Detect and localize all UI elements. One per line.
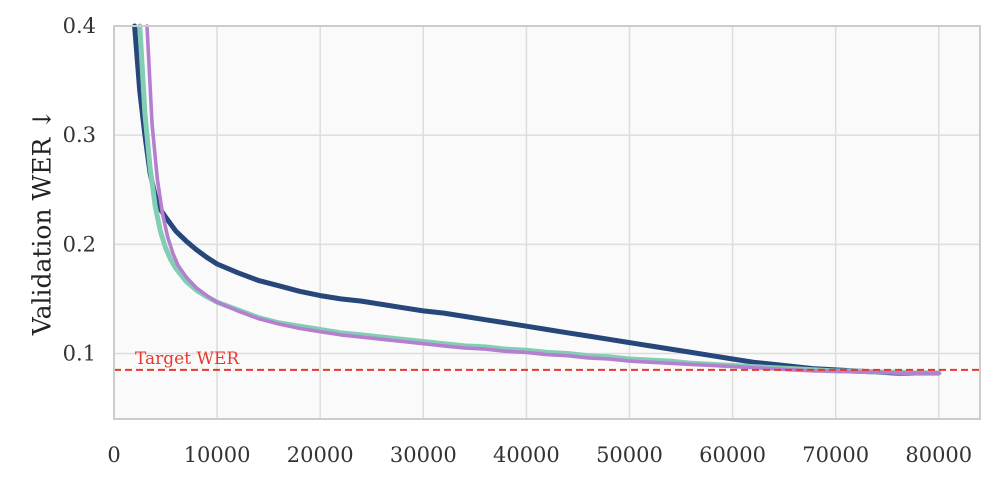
y-tick-label: 0.4	[63, 14, 96, 38]
x-tick-label: 30000	[390, 443, 457, 467]
y-tick-label: 0.3	[63, 123, 96, 147]
y-tick-label: 0.1	[63, 342, 96, 366]
x-tick-label: 80000	[905, 443, 972, 467]
y-axis-label: Validation WER ↓	[28, 109, 57, 336]
y-tick-label: 0.2	[63, 232, 96, 256]
tick-labels: 0 10000 20000 30000 40000 50000 60000 70000 8000…	[63, 14, 973, 467]
x-tick-label: 10000	[184, 443, 251, 467]
x-tick-label: 20000	[287, 443, 354, 467]
series-line-3	[145, 24, 941, 375]
x-tick-label: 60000	[699, 443, 766, 467]
plot-background	[114, 26, 980, 419]
x-tick-label: 70000	[802, 443, 869, 467]
plot-frame	[113, 25, 981, 420]
x-tick-label: 0	[107, 443, 120, 467]
series-layer	[132, 23, 942, 376]
x-tick-label: 50000	[596, 443, 663, 467]
target-wer-label: Target WER	[135, 349, 240, 369]
x-tick-label: 40000	[493, 443, 560, 467]
series-line-1	[132, 23, 942, 376]
